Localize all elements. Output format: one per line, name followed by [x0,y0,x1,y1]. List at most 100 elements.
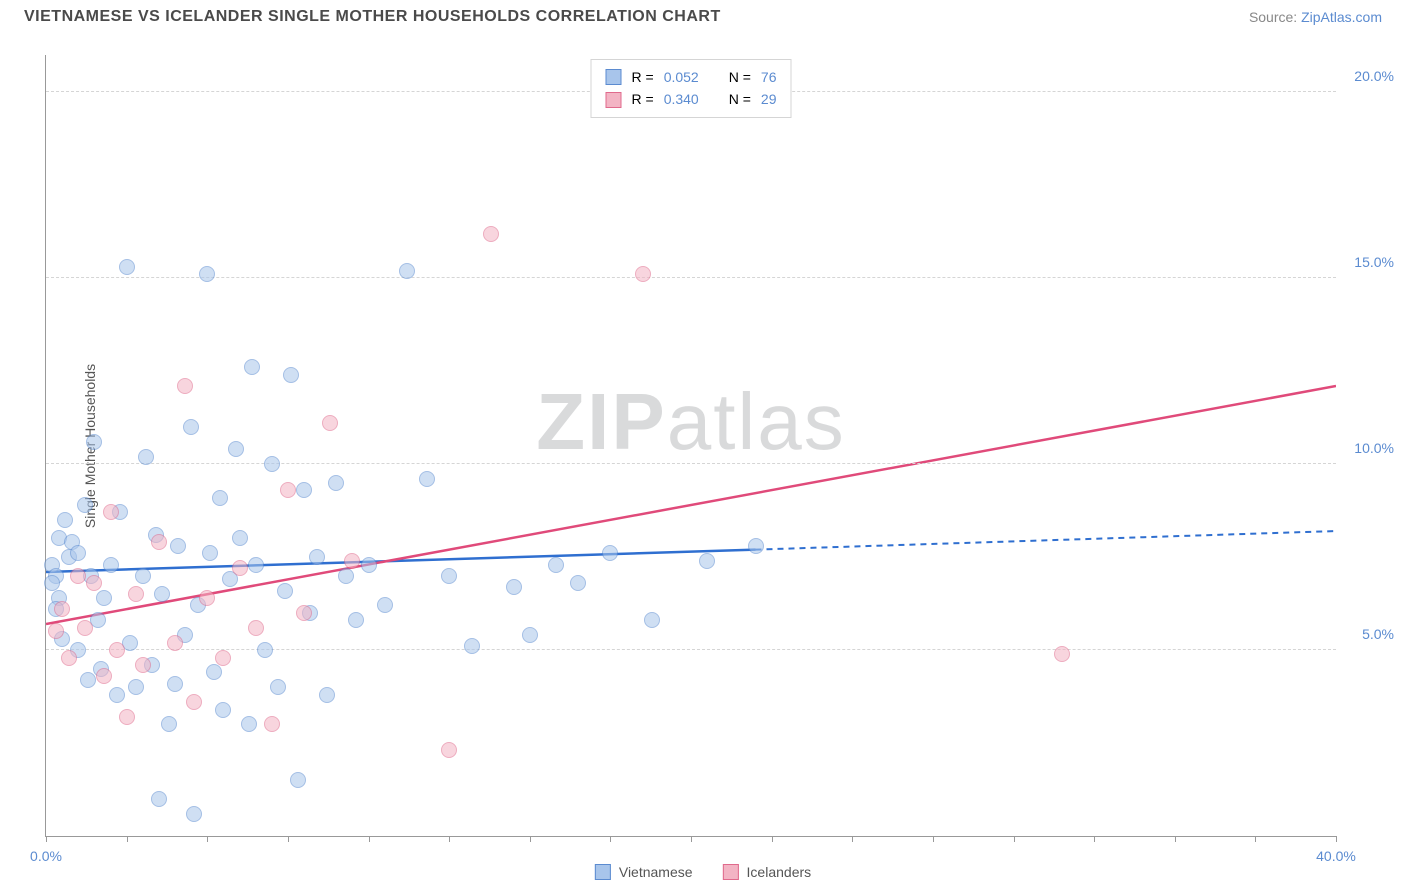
data-point [70,545,86,561]
data-point [54,601,70,617]
data-point [128,679,144,695]
data-point [283,367,299,383]
legend-item-vietnamese: Vietnamese [595,864,693,880]
y-tick-label: 20.0% [1354,68,1394,84]
data-point [103,557,119,573]
data-point [257,642,273,658]
data-point [186,806,202,822]
data-point [48,623,64,639]
y-tick-label: 5.0% [1362,626,1394,642]
x-tick [369,836,370,842]
source-prefix: Source: [1249,9,1301,25]
x-tick [1014,836,1015,842]
watermark-zip: ZIP [536,377,666,466]
chart-header: VIETNAMESE VS ICELANDER SINGLE MOTHER HO… [0,0,1406,30]
data-point [170,538,186,554]
data-point [135,568,151,584]
data-point [109,642,125,658]
stats-row-icelanders: R = 0.340 N = 29 [606,88,777,110]
stats-legend: R = 0.052 N = 76 R = 0.340 N = 29 [591,59,792,118]
data-point [70,568,86,584]
gridline-h [46,649,1336,650]
chart-title: VIETNAMESE VS ICELANDER SINGLE MOTHER HO… [24,8,721,26]
x-tick [1336,836,1337,842]
legend-item-icelanders: Icelanders [723,864,812,880]
gridline-h [46,463,1336,464]
data-point [61,650,77,666]
data-point [309,549,325,565]
source-attribution: Source: ZipAtlas.com [1249,9,1382,25]
data-point [338,568,354,584]
data-point [128,586,144,602]
data-point [322,415,338,431]
data-point [248,557,264,573]
data-point [264,456,280,472]
data-point [96,590,112,606]
n-label-1: N = [729,88,751,110]
series-legend: Vietnamese Icelanders [595,864,811,880]
data-point [154,586,170,602]
x-tick [127,836,128,842]
data-point [522,627,538,643]
data-point [232,560,248,576]
x-tick [1094,836,1095,842]
legend-label-icelanders: Icelanders [747,864,812,880]
data-point [264,716,280,732]
data-point [570,575,586,591]
data-point [644,612,660,628]
data-point [248,620,264,636]
data-point [215,650,231,666]
data-point [161,716,177,732]
data-point [199,590,215,606]
data-point [186,694,202,710]
data-point [212,490,228,506]
r-value-0: 0.052 [664,66,699,88]
swatch-vietnamese [606,69,622,85]
data-point [399,263,415,279]
data-point [1054,646,1070,662]
n-value-0: 76 [761,66,777,88]
x-tick-label: 0.0% [30,848,62,864]
y-tick-label: 10.0% [1354,440,1394,456]
data-point [57,512,73,528]
data-point [103,504,119,520]
y-tick-label: 15.0% [1354,254,1394,270]
data-point [232,530,248,546]
data-point [441,742,457,758]
data-point [167,676,183,692]
data-point [377,597,393,613]
x-tick [933,836,934,842]
data-point [202,545,218,561]
data-point [151,534,167,550]
data-point [96,668,112,684]
data-point [483,226,499,242]
data-point [228,441,244,457]
data-point [348,612,364,628]
source-link[interactable]: ZipAtlas.com [1301,9,1382,25]
data-point [290,772,306,788]
data-point [344,553,360,569]
legend-swatch-vietnamese [595,864,611,880]
n-label-0: N = [729,66,751,88]
plot-region: ZIPatlas R = 0.052 N = 76 R = 0.340 N = … [45,55,1336,837]
data-point [361,557,377,573]
x-tick [852,836,853,842]
data-point [86,434,102,450]
data-point [548,557,564,573]
data-point [296,482,312,498]
data-point [151,791,167,807]
x-tick [691,836,692,842]
data-point [277,583,293,599]
data-point [635,266,651,282]
data-point [109,687,125,703]
data-point [748,538,764,554]
x-tick [1255,836,1256,842]
data-point [199,266,215,282]
x-tick [288,836,289,842]
data-point [119,259,135,275]
x-tick [772,836,773,842]
swatch-icelanders [606,92,622,108]
legend-swatch-icelanders [723,864,739,880]
data-point [183,419,199,435]
data-point [280,482,296,498]
